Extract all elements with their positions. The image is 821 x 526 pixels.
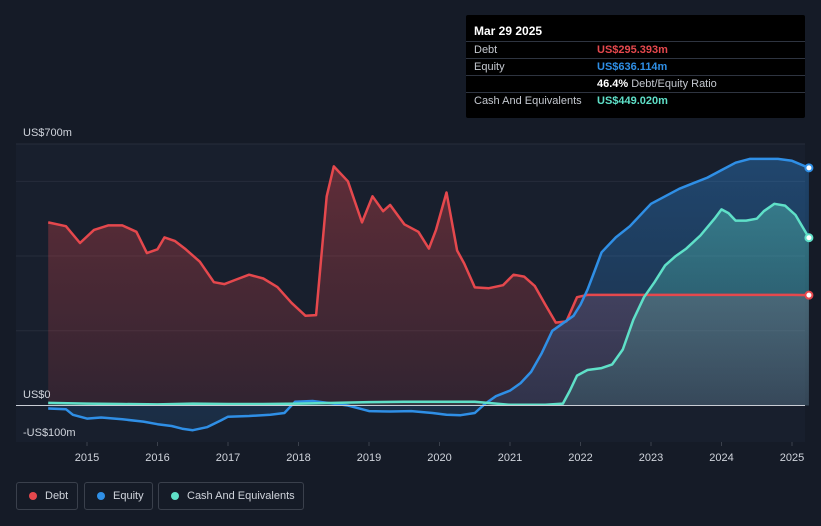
- x-tick-label: 2017: [216, 452, 240, 464]
- tooltip-ratio-value: 46.4%: [597, 78, 629, 90]
- y-tick-label: -US$100m: [23, 427, 76, 439]
- tooltip-debt-label: Debt: [474, 44, 498, 56]
- legend-debt-swatch: [29, 492, 37, 500]
- x-tick-label: 2018: [286, 452, 310, 464]
- line-cash-and-equivalents: [48, 202, 810, 407]
- tooltip-date: Mar 29 2025: [474, 24, 543, 38]
- legend-cash-swatch: [171, 492, 179, 500]
- x-tick-label: 2020: [427, 452, 451, 464]
- x-tick-label: 2024: [709, 452, 733, 464]
- x-tick-label: 2016: [145, 452, 169, 464]
- legend-equity-swatch: [97, 492, 105, 500]
- tooltip-cash-value: US$449.020m: [597, 95, 668, 107]
- tooltip-row-ratio: 46.4% Debt/Equity Ratio: [466, 75, 805, 93]
- y-tick-label: US$700m: [23, 127, 72, 139]
- x-tick-label: 2023: [639, 452, 663, 464]
- legend-cash[interactable]: Cash And Equivalents: [158, 482, 304, 510]
- legend-debt-label: Debt: [45, 490, 69, 502]
- tooltip-cash-label: Cash And Equivalents: [474, 95, 582, 107]
- x-tick-label: 2021: [498, 452, 522, 464]
- tooltip-row-cash: Cash And Equivalents US$449.020m: [466, 92, 805, 110]
- tooltip-row-debt: Debt US$295.393m: [466, 41, 805, 59]
- line-debt: [47, 165, 809, 324]
- legend-equity[interactable]: Equity: [84, 482, 153, 510]
- x-tick-label: 2022: [568, 452, 592, 464]
- tooltip-row-equity: Equity US$636.114m: [466, 58, 805, 76]
- tooltip-debt-value: US$295.393m: [597, 44, 668, 56]
- tooltip-ratio-label: Debt/Equity Ratio: [631, 78, 717, 90]
- legend-cash-label: Cash And Equivalents: [187, 490, 295, 502]
- x-tick-label: 2015: [75, 452, 99, 464]
- area-cash-and-equivalents: [48, 203, 809, 406]
- end-marker-cash-and-equivalents: [804, 233, 814, 243]
- x-tick-label: 2025: [780, 452, 804, 464]
- tooltip-panel: Mar 29 2025 Debt US$295.393m Equity US$6…: [466, 15, 805, 118]
- legend-debt[interactable]: Debt: [16, 482, 78, 510]
- line-equity: [48, 157, 810, 432]
- end-marker-debt: [804, 290, 814, 300]
- legend-equity-label: Equity: [113, 490, 144, 502]
- tooltip-equity-label: Equity: [474, 61, 505, 73]
- y-tick-label: US$0: [23, 389, 51, 401]
- tooltip-equity-value: US$636.114m: [597, 61, 668, 73]
- x-tick-label: 2019: [357, 452, 381, 464]
- end-marker-equity: [804, 163, 814, 173]
